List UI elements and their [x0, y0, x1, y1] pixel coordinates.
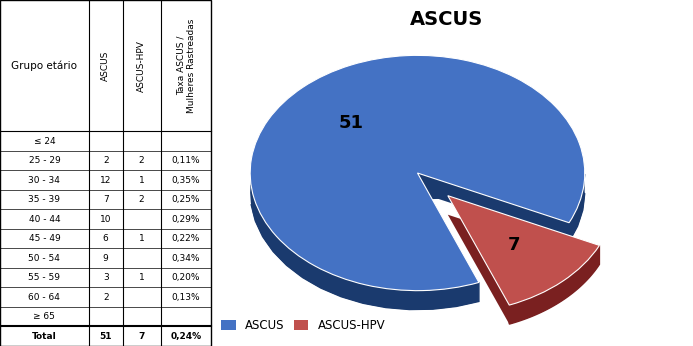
Text: 10: 10	[100, 215, 112, 224]
Text: 40 - 44: 40 - 44	[28, 215, 60, 224]
Text: 0,24%: 0,24%	[170, 332, 202, 341]
Text: 45 - 49: 45 - 49	[28, 234, 60, 243]
Text: 1: 1	[139, 176, 144, 185]
Wedge shape	[448, 215, 599, 324]
Text: 0,13%: 0,13%	[172, 293, 200, 302]
Text: 25 - 29: 25 - 29	[28, 156, 60, 165]
Text: Taxa ASCUS /
Mulheres Rastreadas: Taxa ASCUS / Mulheres Rastreadas	[176, 19, 195, 113]
Wedge shape	[448, 196, 599, 305]
Text: Total: Total	[32, 332, 57, 341]
Text: 60 - 64: 60 - 64	[28, 293, 60, 302]
Text: 2: 2	[139, 195, 144, 204]
Text: ASCUS: ASCUS	[410, 10, 484, 29]
Text: 51: 51	[99, 332, 112, 341]
Text: 1: 1	[139, 273, 144, 282]
Text: 6: 6	[103, 234, 109, 243]
Polygon shape	[509, 245, 599, 324]
Text: 2: 2	[139, 156, 144, 165]
Text: 7: 7	[139, 332, 145, 341]
Text: 0,11%: 0,11%	[172, 156, 200, 165]
Text: 3: 3	[103, 273, 109, 282]
Text: ASCUS: ASCUS	[101, 51, 110, 81]
Text: 2: 2	[103, 293, 109, 302]
Wedge shape	[250, 55, 585, 291]
Text: 55 - 59: 55 - 59	[28, 273, 60, 282]
Text: 7: 7	[508, 236, 520, 254]
Wedge shape	[250, 74, 585, 310]
Text: 0,22%: 0,22%	[172, 234, 200, 243]
Polygon shape	[251, 174, 585, 310]
Text: ≥ 65: ≥ 65	[33, 312, 55, 321]
Text: 9: 9	[103, 254, 109, 263]
Text: ≤ 24: ≤ 24	[33, 137, 55, 146]
Text: 35 - 39: 35 - 39	[28, 195, 60, 204]
Text: 30 - 34: 30 - 34	[28, 176, 60, 185]
Text: 1: 1	[139, 234, 144, 243]
Text: 0,35%: 0,35%	[172, 176, 200, 185]
Text: ASCUS-HPV: ASCUS-HPV	[137, 40, 146, 92]
Text: Grupo etário: Grupo etário	[11, 61, 78, 71]
Text: 0,25%: 0,25%	[172, 195, 200, 204]
Text: 50 - 54: 50 - 54	[28, 254, 60, 263]
Text: 0,34%: 0,34%	[172, 254, 200, 263]
Text: 2: 2	[103, 156, 109, 165]
Text: 7: 7	[103, 195, 109, 204]
Text: 51: 51	[338, 114, 363, 132]
Text: 0,20%: 0,20%	[172, 273, 200, 282]
Legend: ASCUS, ASCUS-HPV: ASCUS, ASCUS-HPV	[217, 314, 390, 337]
Text: 0,29%: 0,29%	[172, 215, 200, 224]
Text: 12: 12	[100, 176, 112, 185]
